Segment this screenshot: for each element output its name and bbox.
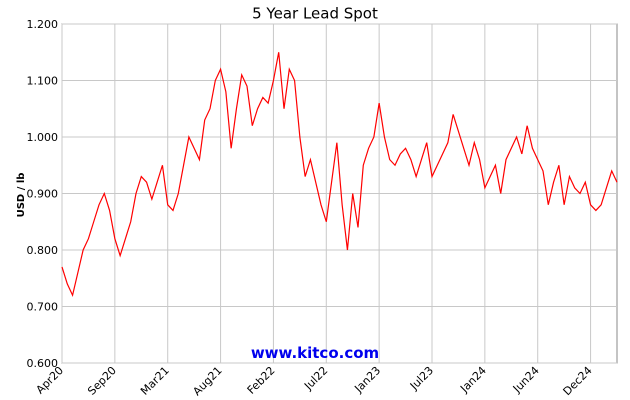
y-tick-label: 0.600 — [27, 357, 59, 370]
y-tick-label: 0.700 — [27, 301, 59, 314]
watermark: www.kitco.com — [251, 344, 379, 362]
y-tick-label: 1.000 — [27, 131, 59, 144]
y-axis-label: USD / lb — [16, 173, 27, 218]
y-tick-label: 0.900 — [27, 188, 59, 201]
price-line — [61, 52, 618, 298]
y-tick-label: 1.100 — [27, 75, 59, 88]
chart-title: 5 Year Lead Spot — [252, 5, 378, 23]
y-tick-label: 0.800 — [27, 244, 59, 257]
y-tick-label: 1.200 — [27, 18, 59, 31]
